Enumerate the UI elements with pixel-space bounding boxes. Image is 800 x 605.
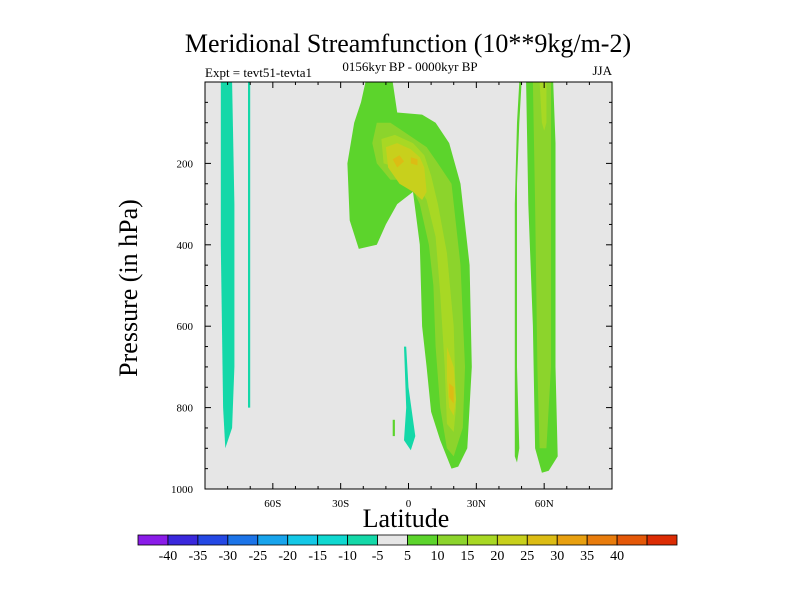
- y-tick-label: 600: [177, 321, 194, 333]
- contour-region-15: [449, 383, 454, 404]
- x-tick-label: 60S: [264, 498, 281, 510]
- colorbar-swatch: [526, 534, 558, 546]
- contour-region-1: [248, 82, 251, 408]
- colorbar-swatch: [496, 534, 528, 546]
- contour-region-7: [372, 122, 465, 457]
- colorbar-label: 5: [404, 549, 411, 564]
- colorbar-label: 30: [550, 549, 564, 564]
- colorbar-label: -10: [338, 549, 357, 564]
- contour-region-12: [446, 346, 456, 416]
- contour-region-13: [392, 155, 404, 168]
- colorbar-swatch: [317, 534, 349, 546]
- colorbar-label: 10: [430, 549, 444, 564]
- colorbar-swatch: [377, 534, 408, 546]
- colorbar-swatch: [616, 534, 648, 546]
- colorbar-label: -5: [372, 549, 384, 564]
- colorbar-swatch: [347, 534, 378, 546]
- colorbar-swatch: [257, 534, 289, 546]
- colorbar: -40 -35 -30 -25 -20 -15 -10 -5 5 10 15 20 25 30 35 40: [137, 534, 678, 564]
- x-tick-label: 30S: [332, 498, 349, 510]
- axes: 200 400 600 800 1000 60S 30S 0 30N 60N: [171, 81, 613, 510]
- contour-region-10: [539, 82, 547, 131]
- y-axis-label: Pressure (in hPa): [114, 199, 143, 377]
- contour-region-5: [514, 82, 522, 463]
- x-tick-label: 0: [406, 498, 412, 510]
- colorbar-label: 15: [460, 549, 474, 564]
- colorbar-swatch: [407, 534, 438, 546]
- colorbar-swatch: [646, 534, 678, 546]
- colorbar-label: 20: [490, 549, 504, 564]
- plot-area: [205, 82, 612, 489]
- experiment-label: Expt = tevt51-tevta1: [205, 65, 312, 80]
- x-axis-label: Latitude: [363, 504, 450, 533]
- contour-region-0: [220, 82, 235, 449]
- contour-region-8: [532, 82, 551, 449]
- contour-region-14: [410, 157, 418, 166]
- contour-region-2: [404, 346, 416, 451]
- x-tick-label: 60N: [535, 498, 554, 510]
- y-tick-label: 1000: [171, 484, 194, 496]
- colorbar-swatch: [466, 534, 498, 546]
- colorbar-label: 35: [580, 549, 594, 564]
- colorbar-swatch: [287, 534, 319, 546]
- colorbar-swatch: [586, 534, 618, 546]
- colorbar-swatch: [137, 534, 169, 546]
- colorbar-swatch: [197, 534, 229, 546]
- y-tick-label: 400: [177, 240, 194, 252]
- chart-title: Meridional Streamfunction (10**9kg/m-2): [185, 29, 631, 58]
- season-label: JJA: [592, 63, 612, 78]
- colorbar-label: 40: [610, 549, 624, 564]
- colorbar-label: 25: [520, 549, 534, 564]
- colorbar-label: -40: [159, 549, 178, 564]
- colorbar-swatch: [437, 534, 468, 546]
- period-label: 0156kyr BP - 0000kyr BP: [342, 59, 477, 74]
- colorbar-swatch: [556, 534, 588, 546]
- colorbar-label: -20: [278, 549, 297, 564]
- contour-region-9: [381, 134, 456, 432]
- colorbar-label: -25: [248, 549, 267, 564]
- colorbar-label: -35: [189, 549, 208, 564]
- colorbar-label: -30: [218, 549, 237, 564]
- y-tick-label: 800: [177, 403, 194, 415]
- y-tick-label: 200: [177, 158, 194, 170]
- colorbar-swatch: [227, 534, 259, 546]
- contour-region-6: [392, 419, 395, 437]
- colorbar-swatch: [167, 534, 199, 546]
- colorbar-label: -15: [308, 549, 327, 564]
- x-tick-label: 30N: [467, 498, 486, 510]
